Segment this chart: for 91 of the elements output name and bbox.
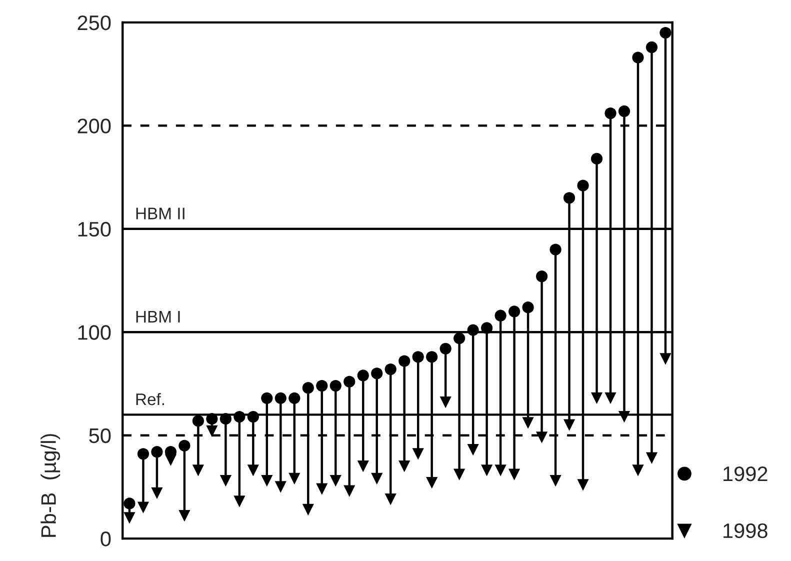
point [234,410,246,423]
point [137,448,150,460]
point [494,310,506,322]
point [522,417,534,429]
point [178,440,190,452]
point [302,504,314,516]
y-tick-label: 150 [78,222,111,237]
point [137,502,150,514]
point [481,322,493,334]
point [274,481,286,493]
point [508,306,520,318]
point [467,444,479,456]
point [344,376,356,388]
y-tick-label: 100 [78,325,111,340]
point [247,464,259,476]
point [302,382,314,394]
point [577,479,589,491]
y-tick-label: 200 [78,118,111,134]
point [590,152,603,165]
point [618,410,630,423]
legend-label: 1992 [724,466,768,482]
point [481,464,493,476]
point [618,105,630,118]
point [124,498,136,510]
point [371,472,383,484]
point [384,363,396,376]
point [220,474,232,487]
point [192,464,204,476]
point [330,380,342,392]
point [178,510,190,522]
point [632,464,644,476]
point [604,107,616,120]
point [384,494,396,506]
y-tick-label: 50 [89,428,111,444]
point [220,413,232,425]
ref-line-label: Ref. [136,392,164,406]
point [467,324,479,336]
point [494,464,506,476]
point [522,302,534,314]
point [234,496,246,508]
point [454,468,466,480]
point [288,472,300,484]
point [590,392,603,404]
point [660,353,672,365]
point [344,485,356,497]
point [426,351,438,363]
point [398,355,410,367]
point [192,415,204,427]
point [440,342,452,354]
point [261,392,273,404]
point [124,512,136,524]
point [371,368,383,380]
point [412,351,424,363]
point [206,413,218,425]
point [274,392,286,404]
point [440,396,452,408]
y-tick-label: 0 [100,532,111,546]
point [316,483,328,495]
legend-label: 1998 [724,523,768,538]
point [164,454,177,466]
point [536,432,548,444]
point [412,448,424,460]
ref-line-label: HBM II [136,208,184,220]
y-axis-title: Pb-B (µg/l) [40,434,60,537]
ref-line-label: HBM I [136,310,180,322]
point [660,26,672,39]
point [577,180,589,192]
point [646,452,658,464]
point [206,425,218,438]
point [454,332,466,344]
point [288,392,300,404]
point [563,192,576,204]
point [247,410,259,423]
point [536,270,548,282]
point [357,370,369,382]
point [261,474,273,487]
point [330,474,342,487]
point [604,392,616,404]
point [550,474,562,487]
point [398,460,410,472]
point [151,487,163,499]
point [550,244,562,256]
point [316,380,328,392]
point [632,52,644,64]
point [357,460,369,472]
point [508,468,520,480]
point [426,477,438,489]
y-tick-label: 250 [78,15,111,30]
point [151,446,163,458]
point [563,419,576,431]
point [646,41,658,54]
